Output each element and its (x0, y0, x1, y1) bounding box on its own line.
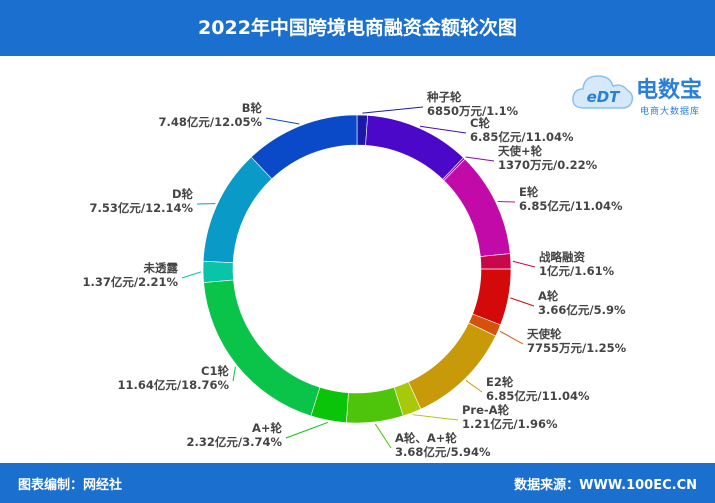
donut-slices (202, 114, 512, 424)
slice-label-name-7: E2轮 (486, 375, 514, 389)
leader-line-11 (232, 366, 236, 382)
cloud-logo-icon: eDT (572, 75, 634, 109)
slice-label-name-11: C1轮 (201, 364, 229, 378)
slice-label-name-4: 战略融资 (539, 250, 585, 264)
slice-7 (407, 322, 497, 410)
leader-line-6 (499, 330, 524, 345)
page-title: 2022年中国跨境电商融资金额轮次图 (0, 0, 715, 56)
slice-label-name-5: A轮 (538, 289, 559, 303)
slice-label-value-11: 11.64亿元/18.76% (118, 378, 230, 392)
data-source: 数据来源：WWW.100EC.CN (514, 478, 697, 493)
leader-line-1 (419, 125, 467, 134)
slice-4 (480, 253, 512, 270)
leader-line-9 (374, 423, 392, 449)
slice-label-value-13: 7.53亿元/12.14% (90, 201, 194, 215)
logo-subtitle: 电商大数据库 (640, 107, 701, 117)
leader-line-8 (412, 414, 459, 421)
slice-label-name-9: A轮、A+轮 (395, 431, 457, 445)
slice-label-name-10: A+轮 (252, 421, 283, 435)
slice-label-name-8: Pre-A轮 (462, 403, 510, 417)
slice-label-value-12: 1.37亿元/2.21% (83, 275, 179, 289)
slice-1 (365, 115, 464, 180)
slice-14 (250, 114, 358, 180)
slice-label-name-14: B轮 (242, 101, 263, 115)
leader-line-5 (510, 297, 535, 307)
slice-label-value-14: 7.48亿元/12.05% (159, 115, 263, 129)
slice-labels: 种子轮6850万元/1.1%C轮6.85亿元/11.04%天使+轮1370万元/… (83, 90, 627, 459)
slice-label-value-1: 6.85亿元/11.04% (470, 130, 574, 144)
slice-label-value-9: 3.68亿元/5.94% (395, 445, 491, 459)
slice-3 (443, 158, 511, 257)
footer-bar: 图表编制：网经社 数据来源：WWW.100EC.CN (0, 463, 715, 503)
slice-label-name-6: 天使轮 (527, 327, 562, 341)
slice-label-name-12: 未透露 (143, 261, 179, 275)
leader-line-7 (465, 380, 483, 393)
slice-12 (202, 260, 234, 283)
slice-label-value-5: 3.66亿元/5.9% (538, 303, 626, 317)
slice-label-value-7: 6.85亿元/11.04% (486, 389, 590, 403)
logo: eDT 电数宝 电商大数据库 (570, 64, 710, 126)
logo-badge: eDT (587, 88, 622, 106)
leader-line-10 (285, 421, 329, 439)
slice-9 (346, 386, 404, 424)
chart-credit: 图表编制：网经社 (18, 478, 123, 493)
slice-label-name-0: 种子轮 (426, 90, 462, 104)
slice-label-value-3: 6.85亿元/11.04% (519, 199, 623, 213)
donut-chart: 种子轮6850万元/1.1%C轮6.85亿元/11.04%天使+轮1370万元/… (83, 90, 627, 459)
slice-label-name-3: E轮 (519, 185, 539, 199)
slice-13 (202, 156, 273, 264)
slice-label-value-8: 1.21亿元/1.96% (462, 417, 558, 431)
leader-line-12 (181, 271, 202, 279)
slice-label-value-0: 6850万元/1.1% (427, 104, 519, 118)
slice-11 (203, 279, 321, 417)
slice-label-value-4: 1亿元/1.61% (539, 264, 615, 278)
slice-label-value-6: 7755万元/1.25% (527, 341, 627, 355)
slice-label-name-13: D轮 (172, 187, 194, 201)
leader-line-14 (265, 117, 300, 125)
leader-line-0 (362, 106, 424, 114)
slice-label-value-2: 1370万元/0.22% (498, 158, 598, 172)
slice-label-name-2: 天使+轮 (498, 144, 543, 158)
leader-line-4 (512, 260, 536, 268)
leader-line-2 (465, 156, 495, 162)
slice-label-name-1: C轮 (470, 116, 490, 130)
leader-lines (181, 106, 536, 449)
logo-text: 电数宝 (636, 78, 703, 103)
slice-label-value-10: 2.32亿元/3.74% (187, 435, 283, 449)
